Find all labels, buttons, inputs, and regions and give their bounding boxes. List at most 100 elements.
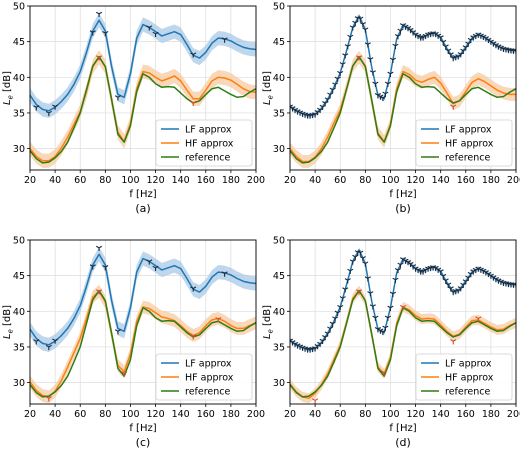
hf-marker (355, 289, 363, 295)
series-line-reference (30, 55, 256, 164)
x-tick-label: 140 (172, 175, 190, 186)
lf-marker (324, 97, 331, 103)
x-tick-label: 160 (197, 409, 215, 420)
hf-marker (450, 339, 457, 345)
lf-marker (342, 53, 349, 59)
lf-marker (389, 291, 397, 297)
y-tick-label: 35 (13, 108, 25, 119)
y-axis-label: Le [dB] (262, 305, 275, 339)
lf-marker (349, 25, 356, 31)
y-tick-label: 40 (13, 73, 25, 84)
lf-marker (339, 62, 346, 68)
legend-box (415, 119, 513, 167)
legend: LF approx HF approx reference (155, 119, 253, 167)
plot-area (30, 11, 256, 168)
lf-marker (362, 261, 369, 267)
lf-marker (397, 262, 404, 268)
lf-marker (337, 304, 344, 311)
lf-marker (327, 92, 334, 98)
panel-label: (b) (395, 202, 411, 215)
x-tick-label: 60 (334, 175, 346, 186)
legend-entry: HF approx (185, 373, 234, 384)
legend-box (415, 353, 513, 401)
lf-marker (190, 52, 197, 58)
axes-frame (29, 5, 257, 171)
x-tick-label: 140 (432, 409, 450, 420)
lf-marker (52, 104, 59, 110)
lf-marker (33, 339, 40, 345)
lf-marker (152, 31, 159, 38)
y-tick-label: 30 (13, 144, 25, 155)
legend-box (155, 119, 253, 167)
lf-marker (512, 48, 516, 55)
x-tick-label: 100 (121, 409, 139, 420)
lf-marker (221, 271, 228, 277)
y-tick-label: 35 (273, 342, 285, 353)
hf-marker (312, 398, 319, 404)
x-tick-label: 100 (381, 409, 399, 420)
lf-marker (352, 20, 359, 27)
x-tick-label: 160 (457, 175, 475, 186)
lf-marker (114, 95, 121, 101)
lf-marker (372, 81, 379, 87)
x-tick-label: 200 (507, 175, 520, 186)
y-tick-label: 45 (273, 271, 285, 282)
x-tick-label: 40 (309, 175, 321, 186)
y-axis-label: Le [dB] (2, 71, 15, 105)
x-tick-label: 80 (99, 175, 111, 186)
y-tick-label: 45 (13, 37, 25, 48)
x-tick-label: 100 (121, 175, 139, 186)
x-tick-label: 120 (146, 409, 164, 420)
y-tick-label: 30 (273, 144, 285, 155)
lf-marker (190, 286, 197, 292)
lf-marker (344, 44, 351, 50)
lf-marker (384, 315, 391, 321)
lf-marker (102, 31, 109, 37)
confidence-band-lf (30, 13, 256, 118)
legend-entry: reference (445, 153, 491, 164)
lf-marker (394, 268, 402, 274)
lf-marker (367, 57, 374, 63)
y-tick-label: 35 (13, 342, 25, 353)
lf-marker (364, 42, 371, 48)
legend-entry: reference (185, 153, 231, 164)
x-axis-label: f [Hz] (389, 189, 416, 200)
hf-marker (45, 396, 52, 402)
legend-entry: HF approx (445, 139, 494, 150)
lf-marker (359, 256, 366, 262)
lf-marker (52, 338, 59, 344)
hf-marker (190, 334, 197, 340)
x-tick-label: 20 (284, 175, 296, 186)
series-line-lf (30, 19, 256, 112)
chart-panel-b: 20 40 60 80 100 120 140 160 180 200 30 35 40 45 50 f [H… (262, 2, 520, 216)
lf-marker (382, 91, 389, 97)
axes-frame (29, 239, 257, 405)
x-axis-label: f [Hz] (389, 423, 416, 434)
lf-marker (384, 81, 391, 87)
x-axis-label: f [Hz] (129, 423, 156, 434)
lf-marker (347, 268, 354, 275)
chart-panel-a: 20 40 60 80 100 120 140 160 180 200 30 35 40 45 50 f [H… (2, 2, 265, 216)
hf-marker (399, 304, 407, 311)
lf-marker (114, 329, 121, 335)
panel-label: (d) (395, 436, 411, 449)
legend-entry: LF approx (185, 125, 232, 136)
panel-label: (a) (135, 202, 150, 215)
x-tick-label: 140 (432, 175, 450, 186)
plot-area (30, 245, 256, 404)
lf-marker (347, 34, 354, 41)
lf-marker (329, 87, 336, 93)
chart-panel-c: 20 40 60 80 100 120 140 160 180 200 30 35 40 45 50 f [H… (2, 236, 265, 450)
y-tick-label: 40 (13, 307, 25, 318)
lf-marker (387, 71, 394, 77)
y-tick-label: 40 (273, 307, 285, 318)
series-line-hf (290, 56, 516, 163)
plot-area (290, 247, 516, 404)
legend: LF approx HF approx reference (415, 353, 513, 401)
hf-marker (355, 55, 363, 61)
series-line-lf (30, 253, 256, 346)
hf-marker (381, 370, 388, 376)
hf-marker (215, 317, 222, 323)
lf-marker (33, 105, 40, 111)
lf-marker (392, 43, 399, 49)
